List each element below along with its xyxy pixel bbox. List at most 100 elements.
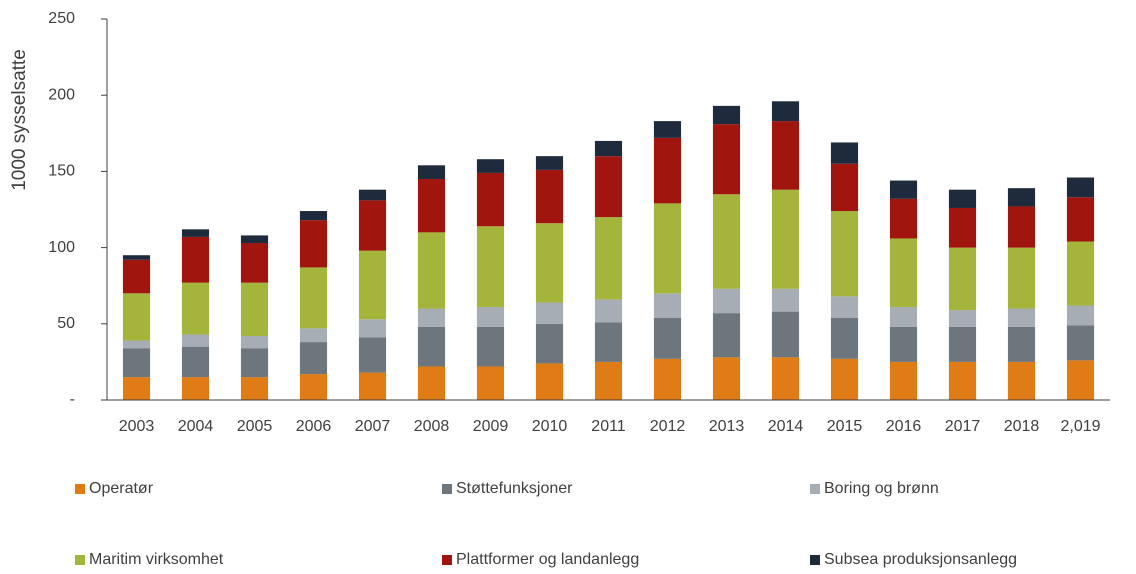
y-tick-label: - [70, 391, 75, 408]
legend-label: Maritim virksomhet [89, 551, 224, 568]
bar-segment [1007, 326, 1036, 362]
bar-segment [535, 302, 564, 324]
bar-segment [240, 348, 269, 378]
x-tick-label: 2013 [709, 418, 745, 435]
bar-segment [948, 247, 977, 311]
bar-segment [240, 377, 269, 400]
legend-swatch [75, 484, 85, 494]
x-tick-label: 2012 [650, 418, 686, 435]
bar-segment [476, 159, 505, 173]
x-tick-label: 2014 [768, 418, 804, 435]
bar-segment [535, 169, 564, 224]
bar-segment [889, 361, 918, 400]
bar-segment [1066, 197, 1095, 242]
bar-segment [712, 194, 741, 289]
bar-segment [830, 211, 859, 297]
bar-segment [240, 243, 269, 283]
x-tick-label: 2,019 [1060, 418, 1100, 435]
bar-segment [535, 156, 564, 170]
bar-segment [594, 299, 623, 323]
bar-segment [535, 363, 564, 400]
bar-segment [240, 282, 269, 336]
bar-segment [653, 358, 682, 400]
bar-segment [948, 189, 977, 208]
x-tick-label: 2010 [532, 418, 568, 435]
bar-segment [1066, 177, 1095, 198]
bar-segment [358, 319, 387, 338]
bar-segment [653, 121, 682, 138]
bar-segment [122, 377, 151, 400]
x-tick-label: 2009 [473, 418, 509, 435]
bar-segment [240, 235, 269, 244]
y-tick-label: 200 [48, 86, 75, 103]
bar-segment [417, 179, 446, 233]
bar-segment [240, 335, 269, 349]
bar-segment [122, 348, 151, 378]
bar-segment [476, 172, 505, 227]
bar-segment [476, 226, 505, 308]
bar-segment [594, 217, 623, 300]
bar-segment [358, 250, 387, 320]
bar-segment [181, 236, 210, 283]
bar-segment [417, 308, 446, 327]
x-tick-label: 2018 [1004, 418, 1040, 435]
bar-segment [181, 334, 210, 347]
bar-segment [712, 357, 741, 400]
bar-segment [712, 288, 741, 314]
bar-segment [358, 200, 387, 251]
bar-segment [476, 307, 505, 327]
bar-segment [417, 366, 446, 400]
bar-segment [476, 366, 505, 400]
bar-segment [535, 223, 564, 303]
bar-segment [594, 140, 623, 157]
bar-segment [830, 142, 859, 164]
bar-segment [771, 288, 800, 312]
bar-segment [830, 296, 859, 318]
bar-segment [889, 198, 918, 239]
y-tick-label: 100 [48, 239, 75, 256]
bar-segment [771, 189, 800, 289]
bar-segment [889, 180, 918, 199]
bar-segment [889, 326, 918, 362]
bar-segment [417, 326, 446, 367]
bar-segment [476, 326, 505, 367]
y-axis-label: 1000 sysselsatte [9, 49, 30, 191]
bar-segment [889, 307, 918, 327]
bar-segment [299, 342, 328, 375]
bar-segment [1066, 360, 1095, 400]
bar-segment [417, 232, 446, 309]
bar-segment [122, 293, 151, 341]
bar-segment [299, 267, 328, 329]
bar-segment [712, 313, 741, 358]
bar-segment [771, 101, 800, 122]
x-tick-label: 2007 [355, 418, 391, 435]
legend-swatch [75, 555, 85, 565]
bar-segment [948, 310, 977, 327]
x-tick-label: 2005 [237, 418, 273, 435]
y-tick-label: 150 [48, 163, 75, 180]
bar-segment [181, 346, 210, 378]
bar-segment [535, 323, 564, 364]
bar-segment [122, 259, 151, 294]
bar-segment [299, 374, 328, 400]
bar-segment [653, 137, 682, 204]
legend-label: Boring og brønn [824, 480, 939, 497]
legend-label: Støttefunksjoner [456, 480, 573, 497]
bar-segment [1007, 361, 1036, 400]
bar-segment [594, 361, 623, 400]
bar-segment [358, 337, 387, 373]
x-tick-label: 2011 [591, 418, 626, 435]
bar-segment [948, 361, 977, 400]
x-tick-label: 2017 [945, 418, 981, 435]
bar-segment [1007, 206, 1036, 248]
bar-segment [594, 156, 623, 218]
y-tick-label: 50 [57, 315, 75, 332]
bar-segment [358, 372, 387, 400]
bar-segment [1066, 305, 1095, 326]
y-tick-label: 250 [48, 10, 75, 27]
bar-segment [181, 282, 210, 335]
bar-segment [299, 220, 328, 268]
bar-segment [1066, 241, 1095, 306]
bar-segment [653, 317, 682, 359]
